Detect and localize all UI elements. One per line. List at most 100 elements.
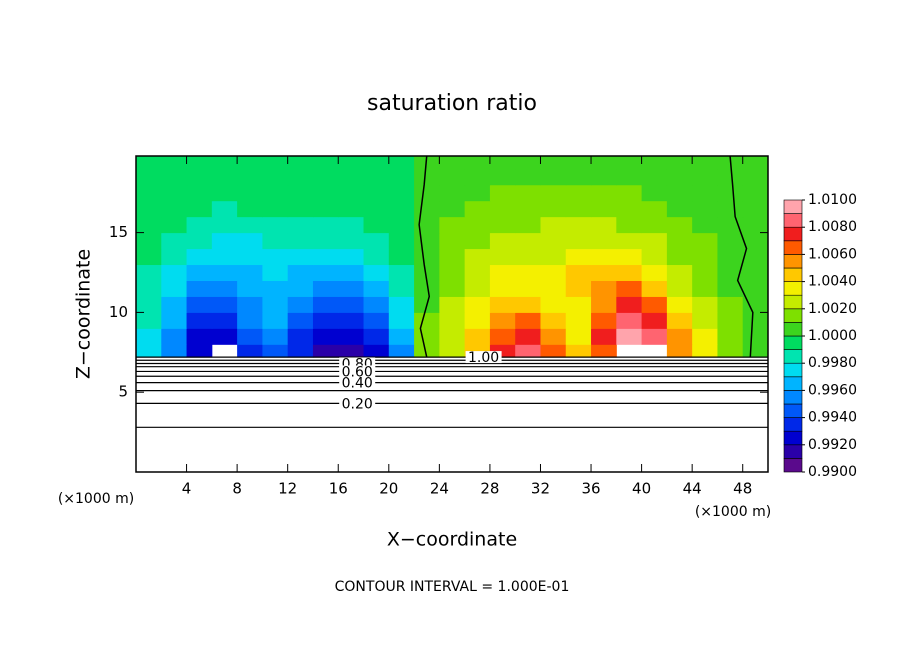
field-cell: [717, 184, 744, 202]
field-cell: [591, 232, 617, 250]
field-cell: [161, 216, 188, 234]
field-cell: [388, 296, 415, 313]
field-cell: [540, 248, 567, 266]
field-cell: [388, 216, 415, 234]
field-cell: [464, 156, 491, 170]
field-cell: [489, 280, 516, 297]
field-cell: [186, 184, 213, 202]
field-cell: [186, 280, 213, 297]
x-tick-label: 32: [531, 480, 550, 498]
colorbar-band: [783, 226, 803, 242]
field-cell: [641, 200, 668, 218]
colorbar-band: [783, 362, 803, 378]
field-cell: [161, 312, 188, 329]
field-cell: [237, 344, 263, 358]
colorbar-band: [783, 458, 803, 473]
field-cell: [540, 184, 567, 202]
field-cell: [717, 296, 744, 313]
field-cell: [161, 156, 188, 170]
colorbar-band: [783, 294, 803, 310]
field-cell: [717, 168, 744, 186]
colorbar-band: [783, 390, 803, 405]
colorbar-tick-label: 1.0060: [808, 246, 857, 262]
field-cell: [414, 168, 440, 186]
contour-line: [418, 155, 431, 358]
field-cell: [237, 264, 263, 281]
colorbar-band: [783, 267, 803, 282]
field-cell: [262, 312, 289, 329]
field-cell: [136, 248, 162, 266]
field-cell: [591, 200, 617, 218]
field-cell: [439, 168, 466, 186]
field-cell: [464, 296, 491, 313]
field-cell: [161, 296, 188, 313]
field-cell: [489, 216, 516, 234]
field-cell: [616, 156, 643, 170]
field-cell: [363, 200, 390, 218]
y-tick-label: 10: [109, 303, 128, 321]
plot-frame: [135, 155, 769, 473]
field-cell: [666, 312, 693, 329]
field-cell: [287, 296, 314, 313]
field-cell: [489, 328, 516, 345]
field-cell: [211, 248, 238, 266]
field-cell: [565, 184, 592, 202]
field-cell: [161, 232, 188, 250]
field-cell: [312, 344, 339, 358]
field-cell: [742, 156, 769, 170]
field-cell: [591, 184, 617, 202]
field-cell: [515, 328, 541, 345]
field-cell: [211, 156, 238, 170]
colorbar-tick-label: 1.0020: [808, 301, 857, 317]
field-cell: [388, 280, 415, 297]
field-cell: [262, 328, 289, 345]
field-cell: [414, 216, 440, 234]
field-cell: [136, 216, 162, 234]
field-cell: [161, 184, 188, 202]
field-cell: [338, 296, 365, 313]
field-cell: [186, 264, 213, 281]
field-cell: [742, 344, 769, 358]
field-cell: [237, 232, 263, 250]
field-cell: [540, 296, 567, 313]
field-cell: [439, 296, 466, 313]
field-cell: [591, 312, 617, 329]
field-cell: [515, 184, 541, 202]
field-cell: [262, 216, 289, 234]
field-cell: [591, 344, 617, 358]
field-cell: [666, 328, 693, 345]
field-cell: [616, 184, 643, 202]
colorbar-tick-label: 0.9900: [808, 464, 857, 480]
field-cell: [363, 280, 390, 297]
field-cell: [211, 216, 238, 234]
field-cell: [692, 156, 718, 170]
field-cell: [565, 200, 592, 218]
field-cell: [388, 184, 415, 202]
field-cell: [515, 168, 541, 186]
field-cell: [237, 200, 263, 218]
field-cell: [591, 156, 617, 170]
field-cell: [515, 216, 541, 234]
field-cell: [136, 344, 162, 358]
field-cell: [161, 264, 188, 281]
field-cell: [616, 168, 643, 186]
field-cell: [439, 312, 466, 329]
field-cell: [161, 248, 188, 266]
colorbar-band: [783, 322, 803, 337]
field-cell: [414, 344, 440, 358]
field-cell: [565, 232, 592, 250]
field-cell: [692, 280, 718, 297]
field-cell: [161, 328, 188, 345]
field-cell: [338, 168, 365, 186]
field-cell: [540, 264, 567, 281]
field-cell: [136, 296, 162, 313]
field-cell: [439, 264, 466, 281]
field-cell: [565, 216, 592, 234]
x-tick-label: 20: [379, 480, 398, 498]
field-cell: [439, 216, 466, 234]
field-cell: [540, 168, 567, 186]
field-cell: [565, 344, 592, 358]
field-cell: [363, 248, 390, 266]
field-cell: [287, 156, 314, 170]
field-cell: [388, 344, 415, 358]
